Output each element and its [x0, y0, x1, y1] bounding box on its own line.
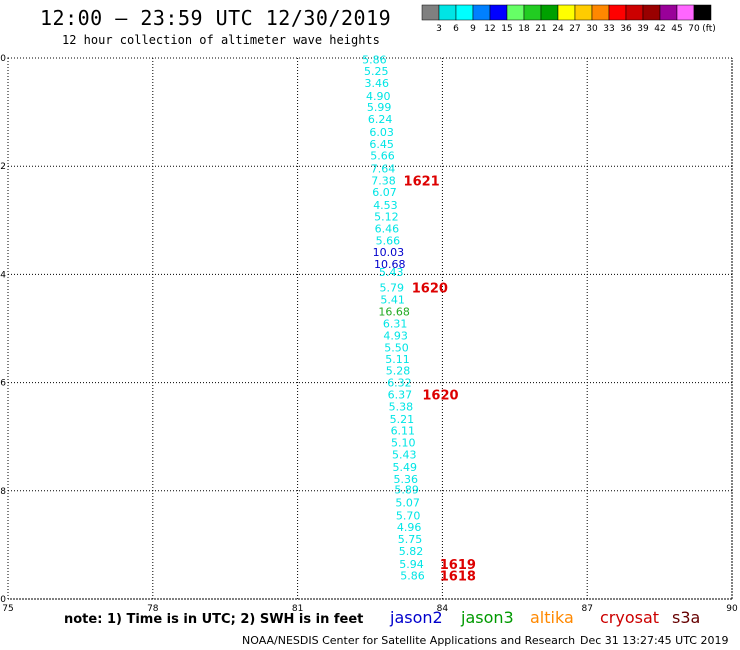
wave-height-value: 7.38 [371, 174, 396, 187]
wave-height-value: 5.86 [362, 54, 387, 67]
wave-height-value: 5.11 [385, 353, 410, 366]
color-scale-label: 39 [637, 24, 649, 34]
wave-height-value: 5.38 [389, 400, 414, 413]
pass-time-label: 1621 [404, 174, 440, 189]
wave-height-value: 5.94 [399, 558, 424, 571]
legend-jason2: jason2 [390, 608, 443, 627]
pass-time-label: 1620 [422, 389, 458, 404]
wave-height-value: 6.45 [369, 138, 394, 151]
color-scale-label: 70 [688, 24, 700, 34]
pass-time-label: 1619 [440, 558, 476, 573]
wave-height-value: 6.03 [369, 126, 394, 139]
wave-height-value: 5.66 [370, 149, 395, 162]
wave-height-value: 16.68 [378, 306, 410, 319]
wave-height-value: 5.41 [380, 293, 405, 306]
legend-altika: altika [530, 608, 574, 627]
lon-tick-label: 84 [437, 604, 449, 614]
wave-height-value: 6.32 [387, 377, 412, 390]
wave-height-value: 5.75 [398, 533, 423, 546]
wave-height-value: 6.31 [383, 318, 408, 331]
wave-height-value: 6.24 [368, 113, 393, 126]
wave-height-value: 6.07 [372, 186, 397, 199]
wave-height-value: 5.28 [386, 365, 411, 378]
units-note: note: 1) Time is in UTC; 2) SWH is in fe… [64, 612, 364, 627]
wave-height-value: 4.93 [383, 330, 408, 343]
lon-tick-label: 87 [581, 604, 592, 614]
color-scale-unit: (ft) [702, 24, 716, 34]
wave-height-value: 6.11 [391, 425, 416, 438]
lat-tick-label: -2 [0, 162, 6, 172]
wave-height-value: 5.99 [367, 101, 392, 114]
wave-height-value: 5.21 [390, 413, 415, 426]
lon-tick-label: 75 [2, 604, 13, 614]
color-scale-label: 9 [470, 24, 476, 34]
wave-height-value: 5.82 [399, 545, 424, 558]
color-scale-legend: 3 6 9 12 15 18 21 24 27 30 33 36 39 42 45 70 (ft) [421, 4, 716, 34]
lat-tick-label: -6 [0, 379, 6, 389]
color-scale-swatch [693, 4, 712, 21]
wave-height-value: 10.68 [374, 258, 406, 271]
color-scale-label: 3 [436, 24, 442, 34]
lat-tick-label: -10 [0, 595, 6, 605]
map-subtitle: 12 hour collection of altimeter wave hei… [62, 33, 380, 47]
legend-jason3: jason3 [461, 608, 514, 627]
wave-height-value: 5.86 [400, 570, 425, 583]
footer-credit: NOAA/NESDIS Center for Satellite Applica… [242, 634, 576, 647]
legend-cryosat: cryosat [600, 608, 660, 627]
footer-timestamp: Dec 31 13:27:45 UTC 2019 [580, 634, 729, 647]
wave-height-value: 7.64 [371, 162, 396, 175]
wave-height-value: 5.89 [394, 484, 419, 497]
map-title: 12:00 – 23:59 UTC 12/30/2019 [40, 6, 392, 30]
lat-tick-label: -4 [0, 270, 6, 280]
color-scale-label: 36 [620, 24, 632, 34]
wave-height-value: 5.10 [391, 437, 416, 450]
color-scale-label: 42 [654, 24, 665, 34]
wave-height-value: 5.25 [364, 65, 389, 78]
wave-height-value: 5.43 [392, 449, 417, 462]
wave-height-value: 3.46 [365, 77, 390, 90]
wave-height-value: 6.46 [375, 222, 400, 235]
wave-height-value: 5.79 [379, 281, 404, 294]
lat-tick-label: 0 [0, 54, 6, 64]
lon-tick-label: 78 [147, 604, 159, 614]
wave-height-value: 4.53 [373, 199, 398, 212]
wave-height-value: 5.49 [393, 461, 418, 474]
wave-height-value: 5.66 [376, 234, 401, 247]
wave-height-value: 6.37 [388, 389, 413, 402]
lon-tick-label: 90 [726, 604, 738, 614]
legend-s3a: s3a [672, 608, 701, 627]
color-scale-label: 21 [535, 24, 546, 34]
wave-height-value: 4.96 [397, 521, 422, 534]
wave-height-value: 5.50 [384, 341, 409, 354]
wave-height-value: 4.90 [366, 90, 391, 103]
color-scale-label: 12 [484, 24, 495, 34]
color-scale-label: 27 [569, 24, 580, 34]
pass-time-label: 1618 [440, 570, 476, 585]
lon-tick-label: 81 [292, 604, 303, 614]
color-scale-label: 45 [671, 24, 682, 34]
wave-height-value: 5.70 [396, 510, 421, 523]
color-scale-label: 24 [552, 24, 564, 34]
pass-time-label: 1620 [412, 281, 448, 296]
wave-height-value: 5.36 [393, 473, 418, 486]
lat-tick-label: -8 [0, 487, 6, 497]
color-scale-label: 33 [603, 24, 614, 34]
color-scale-label: 15 [501, 24, 512, 34]
wave-height-value: 5.43 [379, 266, 404, 279]
color-scale-label: 6 [453, 24, 459, 34]
wave-height-value: 5.07 [395, 497, 420, 510]
color-scale-label: 30 [586, 24, 598, 34]
wave-height-value: 10.03 [373, 246, 405, 259]
wave-height-value: 5.12 [374, 211, 399, 224]
color-scale-label: 18 [518, 24, 530, 34]
